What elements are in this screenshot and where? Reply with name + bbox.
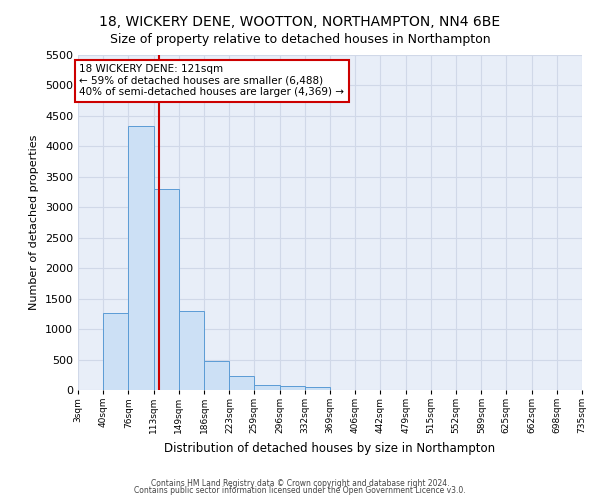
Bar <box>128 126 154 390</box>
Bar <box>204 361 229 390</box>
Bar <box>254 385 280 390</box>
Bar <box>229 376 254 390</box>
Bar <box>280 386 305 390</box>
X-axis label: Distribution of detached houses by size in Northampton: Distribution of detached houses by size … <box>164 442 496 454</box>
Bar <box>305 387 330 390</box>
Bar <box>103 314 128 390</box>
Text: Size of property relative to detached houses in Northampton: Size of property relative to detached ho… <box>110 32 490 46</box>
Text: 18, WICKERY DENE, WOOTTON, NORTHAMPTON, NN4 6BE: 18, WICKERY DENE, WOOTTON, NORTHAMPTON, … <box>100 15 500 29</box>
Bar <box>179 312 204 390</box>
Y-axis label: Number of detached properties: Number of detached properties <box>29 135 40 310</box>
Text: Contains HM Land Registry data © Crown copyright and database right 2024.: Contains HM Land Registry data © Crown c… <box>151 478 449 488</box>
Bar <box>154 189 179 390</box>
Text: Contains public sector information licensed under the Open Government Licence v3: Contains public sector information licen… <box>134 486 466 495</box>
Text: 18 WICKERY DENE: 121sqm
← 59% of detached houses are smaller (6,488)
40% of semi: 18 WICKERY DENE: 121sqm ← 59% of detache… <box>79 64 344 98</box>
